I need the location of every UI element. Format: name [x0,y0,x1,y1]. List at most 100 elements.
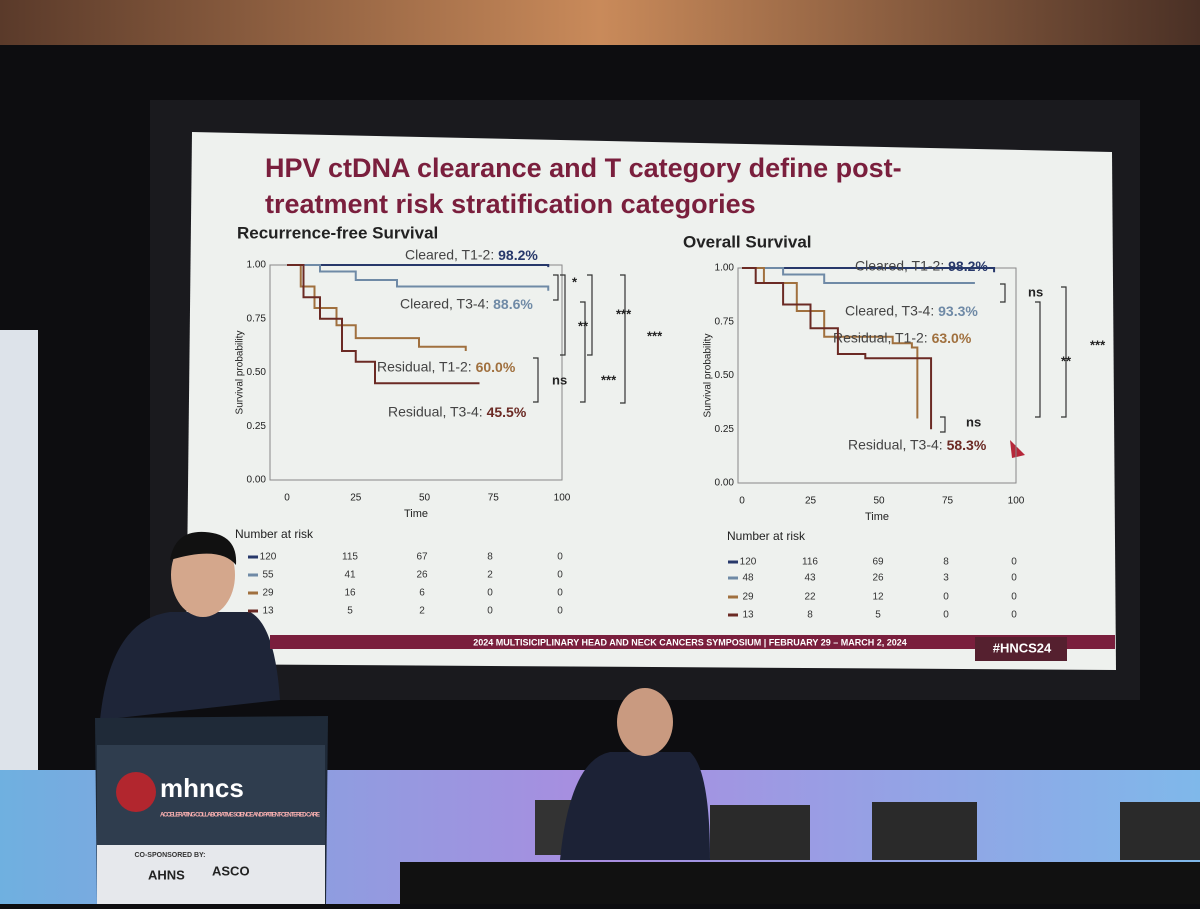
risk-count: 6 [419,588,425,599]
curve-value: 58.3% [943,437,987,453]
monitor [710,805,810,860]
significance-label: ** [1061,353,1072,368]
curve-label: Residual, T1-2: 60.0% [377,359,516,375]
curve-label: Residual, T3-4: 58.3% [848,437,987,453]
risk-count: 5 [875,610,881,621]
x-tick-label: 100 [554,493,571,504]
risk-count: 43 [804,573,816,584]
significance-label: *** [601,372,617,387]
y-tick-label: 0.00 [715,478,735,489]
x-tick-label: 75 [488,493,500,504]
risk-count: 5 [347,606,353,617]
risk-count: 67 [416,552,428,563]
risk-heading: Number at risk [727,529,806,543]
curve-label: Cleared, T3-4: 93.3% [845,303,978,319]
risk-count: 0 [1011,592,1017,603]
significance-label: ns [1028,284,1043,299]
curve-value: 63.0% [928,330,972,346]
survival-curve [742,267,933,430]
podium-cosponsored: CO-SPONSORED BY: [134,852,205,859]
significance-label: ns [552,372,567,387]
podium-sponsor: ASCO [212,863,250,878]
survival-curve [742,267,975,285]
risk-count: 22 [804,592,816,603]
podium-logo-icon [116,772,156,812]
risk-count: 16 [344,588,356,599]
y-tick-label: 0.50 [715,370,735,381]
risk-count: 12 [872,592,884,603]
speaker-hair [170,531,237,565]
curve-value: 88.6% [489,296,533,312]
curve-value: 60.0% [472,359,516,375]
risk-count: 29 [742,592,754,603]
hashtag-box [975,637,1067,661]
risk-count: 0 [1011,610,1017,621]
bracket [620,274,626,404]
curve-label: Residual, T1-2: 63.0% [833,330,972,346]
y-tick-label: 0.75 [715,316,735,327]
bracket [587,274,593,356]
significance-label: ns [966,414,981,429]
risk-count: 0 [943,610,949,621]
significance-label: *** [647,328,663,343]
curve-label: Cleared, T1-2: 98.2% [855,258,988,274]
x-tick-label: 25 [350,493,362,504]
risk-count: 2 [487,570,493,581]
x-tick-label: 50 [873,496,885,507]
x-tick-label: 0 [739,496,745,507]
panel-heading: Recurrence-free Survival [237,223,438,242]
significance-label: ** [578,318,589,333]
cursor [1010,440,1025,458]
risk-count: 29 [262,588,274,599]
risk-count: 0 [487,606,493,617]
seated-person [560,752,710,860]
risk-count: 116 [802,557,818,568]
curve-label: Cleared, T1-2: 98.2% [405,247,538,263]
x-axis-label: Time [865,511,889,523]
podium-tagline: ACCELERATING COLLABORATIVE SCIENCE AND P… [160,813,320,819]
x-axis-label: Time [404,508,428,520]
ceiling-glow [0,0,1200,45]
slide-title: treatment risk stratification categories [265,189,756,219]
monitor [872,802,977,860]
significance-label: * [572,274,578,289]
survival-curve [287,264,550,291]
podium-sponsors [97,845,325,904]
curve-value: 98.2% [494,247,538,263]
risk-count: 3 [943,573,949,584]
y-tick-label: 0.25 [247,421,267,432]
survival-curve [287,264,467,351]
y-tick-label: 0.50 [247,367,267,378]
risk-count: 69 [872,557,884,568]
seated-person-head [617,688,673,756]
y-tick-label: 0.75 [247,313,267,324]
significance-label: *** [1090,337,1106,352]
y-tick-label: 0.25 [715,424,735,435]
risk-count: 55 [262,570,274,581]
bracket [1000,283,1006,303]
podium-sponsor: AHNS [148,867,185,882]
risk-count: 13 [262,606,274,617]
significance-label: *** [616,306,632,321]
x-tick-label: 0 [284,493,290,504]
risk-count: 120 [740,557,757,568]
risk-count: 0 [943,592,949,603]
bracket [553,274,559,301]
podium-logo: mhncs [160,773,244,803]
risk-count: 0 [557,570,563,581]
curve-label: Residual, T3-4: 45.5% [388,404,527,420]
risk-count: 0 [1011,557,1017,568]
y-axis-label: Survival probability [703,334,714,418]
bracket [1061,286,1067,418]
y-tick-label: 0.00 [247,475,267,486]
risk-count: 8 [943,557,949,568]
y-tick-label: 1.00 [715,263,735,274]
risk-count: 0 [557,606,563,617]
speaker [100,612,280,720]
slide-footer: 2024 MULTISICIPLINARY HEAD AND NECK CANC… [473,637,907,647]
bracket [1035,301,1041,418]
panel-heading: Overall Survival [683,232,812,251]
bracket [580,301,586,403]
risk-count: 0 [557,552,563,563]
